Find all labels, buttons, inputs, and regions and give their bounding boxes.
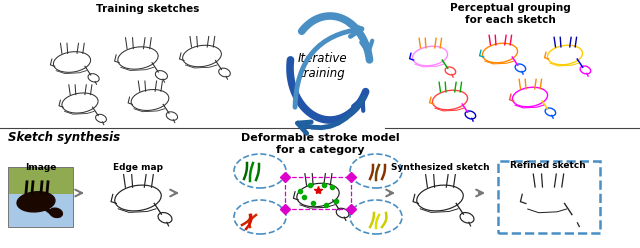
Text: Image: Image	[25, 163, 56, 172]
Text: Edge map: Edge map	[113, 163, 163, 172]
Ellipse shape	[17, 192, 55, 212]
Ellipse shape	[50, 208, 62, 217]
Text: Training sketches: Training sketches	[96, 4, 200, 14]
Text: Refined sketch: Refined sketch	[510, 161, 586, 170]
Text: Perceptual grouping
for each sketch: Perceptual grouping for each sketch	[450, 3, 570, 25]
FancyBboxPatch shape	[498, 161, 600, 233]
FancyArrowPatch shape	[298, 97, 364, 133]
Bar	[8, 167, 73, 194]
Text: Sketch synthesis: Sketch synthesis	[8, 131, 120, 144]
FancyArrowPatch shape	[295, 24, 362, 107]
Bar	[8, 194, 73, 227]
Text: Iterative
training: Iterative training	[297, 52, 347, 80]
Bar	[8, 167, 73, 227]
Text: Deformable stroke model
for a category: Deformable stroke model for a category	[241, 133, 399, 155]
Text: Synthesized sketch: Synthesized sketch	[390, 163, 490, 172]
